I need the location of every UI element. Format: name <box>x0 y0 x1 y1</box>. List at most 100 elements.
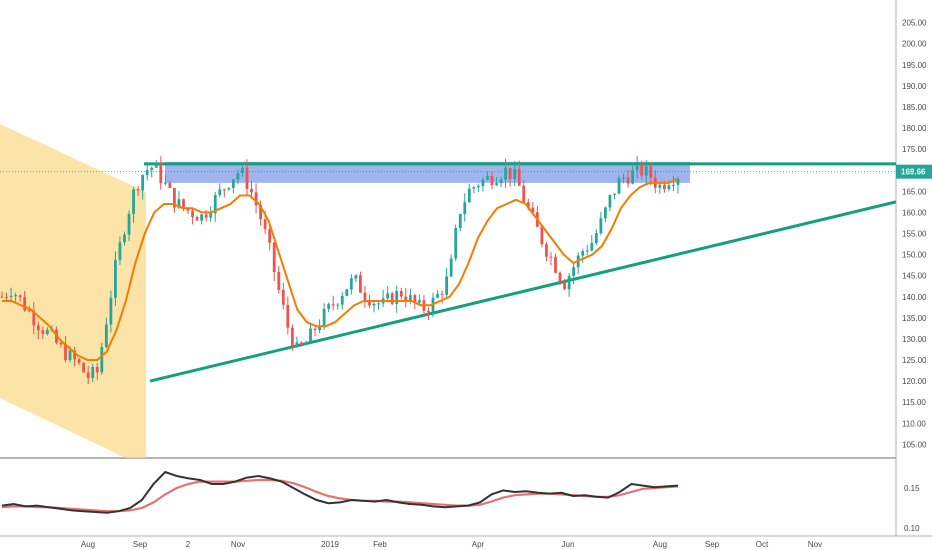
candle-body <box>177 199 181 208</box>
price-axis-tick-label: 120.00 <box>902 377 927 386</box>
candle-body <box>540 226 544 245</box>
candle-body <box>23 297 27 311</box>
candle-body <box>386 293 390 299</box>
time-axis-tick-label: Nov <box>808 540 822 549</box>
candle-body <box>340 295 344 305</box>
candle-body <box>662 184 666 190</box>
candle-body <box>254 192 258 206</box>
candle-body <box>458 214 462 228</box>
candle-body <box>440 293 444 295</box>
time-axis-tick-label: Feb <box>373 540 387 549</box>
candle-body <box>68 350 72 361</box>
indicator-axis-tick-label: 0.10 <box>904 524 920 533</box>
candle-body <box>104 324 108 348</box>
candle-body <box>222 189 226 191</box>
candle-body <box>136 189 140 191</box>
candle-body <box>173 187 176 208</box>
candle-body <box>585 250 589 252</box>
indicator-black-line <box>1 470 679 514</box>
candle-body <box>676 178 680 185</box>
candle-body <box>182 199 185 209</box>
price-axis-tick-label: 165.00 <box>902 187 927 196</box>
indicator-axis-tick-label: 0.15 <box>904 484 920 493</box>
candle-body <box>649 166 653 178</box>
candle-body <box>404 296 408 302</box>
candle-body <box>263 219 267 230</box>
time-axis-tick-label: Jun <box>562 540 575 549</box>
candle-body <box>667 185 671 190</box>
price-axis-tick-label: 125.00 <box>902 356 927 365</box>
price-axis-tick-label: 130.00 <box>902 335 927 344</box>
candle-body <box>100 347 104 373</box>
candle-body <box>45 329 49 334</box>
candle-body <box>245 167 249 189</box>
candle-body <box>363 292 367 300</box>
candle-body <box>32 310 36 326</box>
candle-body <box>14 295 18 297</box>
candle-body <box>145 169 149 176</box>
candle-body <box>354 275 358 279</box>
price-axis-tick-label: 150.00 <box>902 251 927 260</box>
candle-body <box>531 207 535 213</box>
last-price-label: 169.66 <box>901 168 926 177</box>
candle-body <box>250 188 253 193</box>
candle-body <box>281 289 285 305</box>
candle-body <box>476 185 480 188</box>
candle-body <box>395 291 399 304</box>
candle-body <box>545 244 548 257</box>
price-axis-tick-label: 115.00 <box>902 398 926 407</box>
candle-body <box>345 289 349 296</box>
candle-body <box>599 218 603 234</box>
candle-body <box>640 163 644 176</box>
candle-body <box>390 293 394 304</box>
candle-body <box>41 330 45 334</box>
candle-body <box>300 342 303 345</box>
candle-body <box>91 366 95 379</box>
candle-body <box>445 276 449 295</box>
price-axis-tick-label: 190.00 <box>902 82 927 91</box>
time-axis-tick-label: Oct <box>756 540 769 549</box>
candle-body <box>581 251 585 256</box>
candle-body <box>336 304 340 306</box>
price-axis-tick-label: 180.00 <box>902 124 927 133</box>
candle-body <box>572 267 576 277</box>
candle-body <box>95 366 99 373</box>
moving-average-line <box>2 177 679 361</box>
candle-body <box>5 296 8 298</box>
price-axis-tick-label: 185.00 <box>902 103 927 112</box>
candle-body <box>517 169 521 186</box>
support-trendline[interactable] <box>149 200 897 383</box>
price-axis-tick-label: 175.00 <box>902 145 927 154</box>
candle-body <box>495 183 498 186</box>
candle-body <box>549 256 553 258</box>
candle-body <box>563 281 566 290</box>
candle-body <box>372 303 376 306</box>
candle-body <box>73 350 76 360</box>
candle-body <box>359 275 362 293</box>
candle-body <box>318 326 321 331</box>
candle-body <box>277 272 281 290</box>
candle-body <box>644 166 648 176</box>
candle-body <box>590 243 594 251</box>
candle-body <box>499 179 503 184</box>
candle-body <box>186 208 190 211</box>
candle-body <box>295 342 299 347</box>
price-axis-tick-label: 200.00 <box>902 40 927 49</box>
time-axis-tick-label: 2 <box>186 540 191 549</box>
price-axis-tick-label: 205.00 <box>902 19 927 28</box>
candle-body <box>608 194 612 208</box>
candle-body <box>377 303 380 305</box>
candle-body <box>454 227 458 259</box>
candle-body <box>109 297 113 325</box>
candle-body <box>504 167 507 180</box>
time-axis-tick-label: Apr <box>472 540 485 549</box>
candle-body <box>141 175 145 191</box>
candle-body <box>82 362 86 373</box>
price-axis-tick-label: 145.00 <box>902 272 927 281</box>
candle-body <box>241 167 244 174</box>
candle-body <box>622 177 625 179</box>
candle-body <box>236 173 240 180</box>
time-axis-tick-label: Sep <box>133 540 148 549</box>
candle-body <box>9 295 13 298</box>
